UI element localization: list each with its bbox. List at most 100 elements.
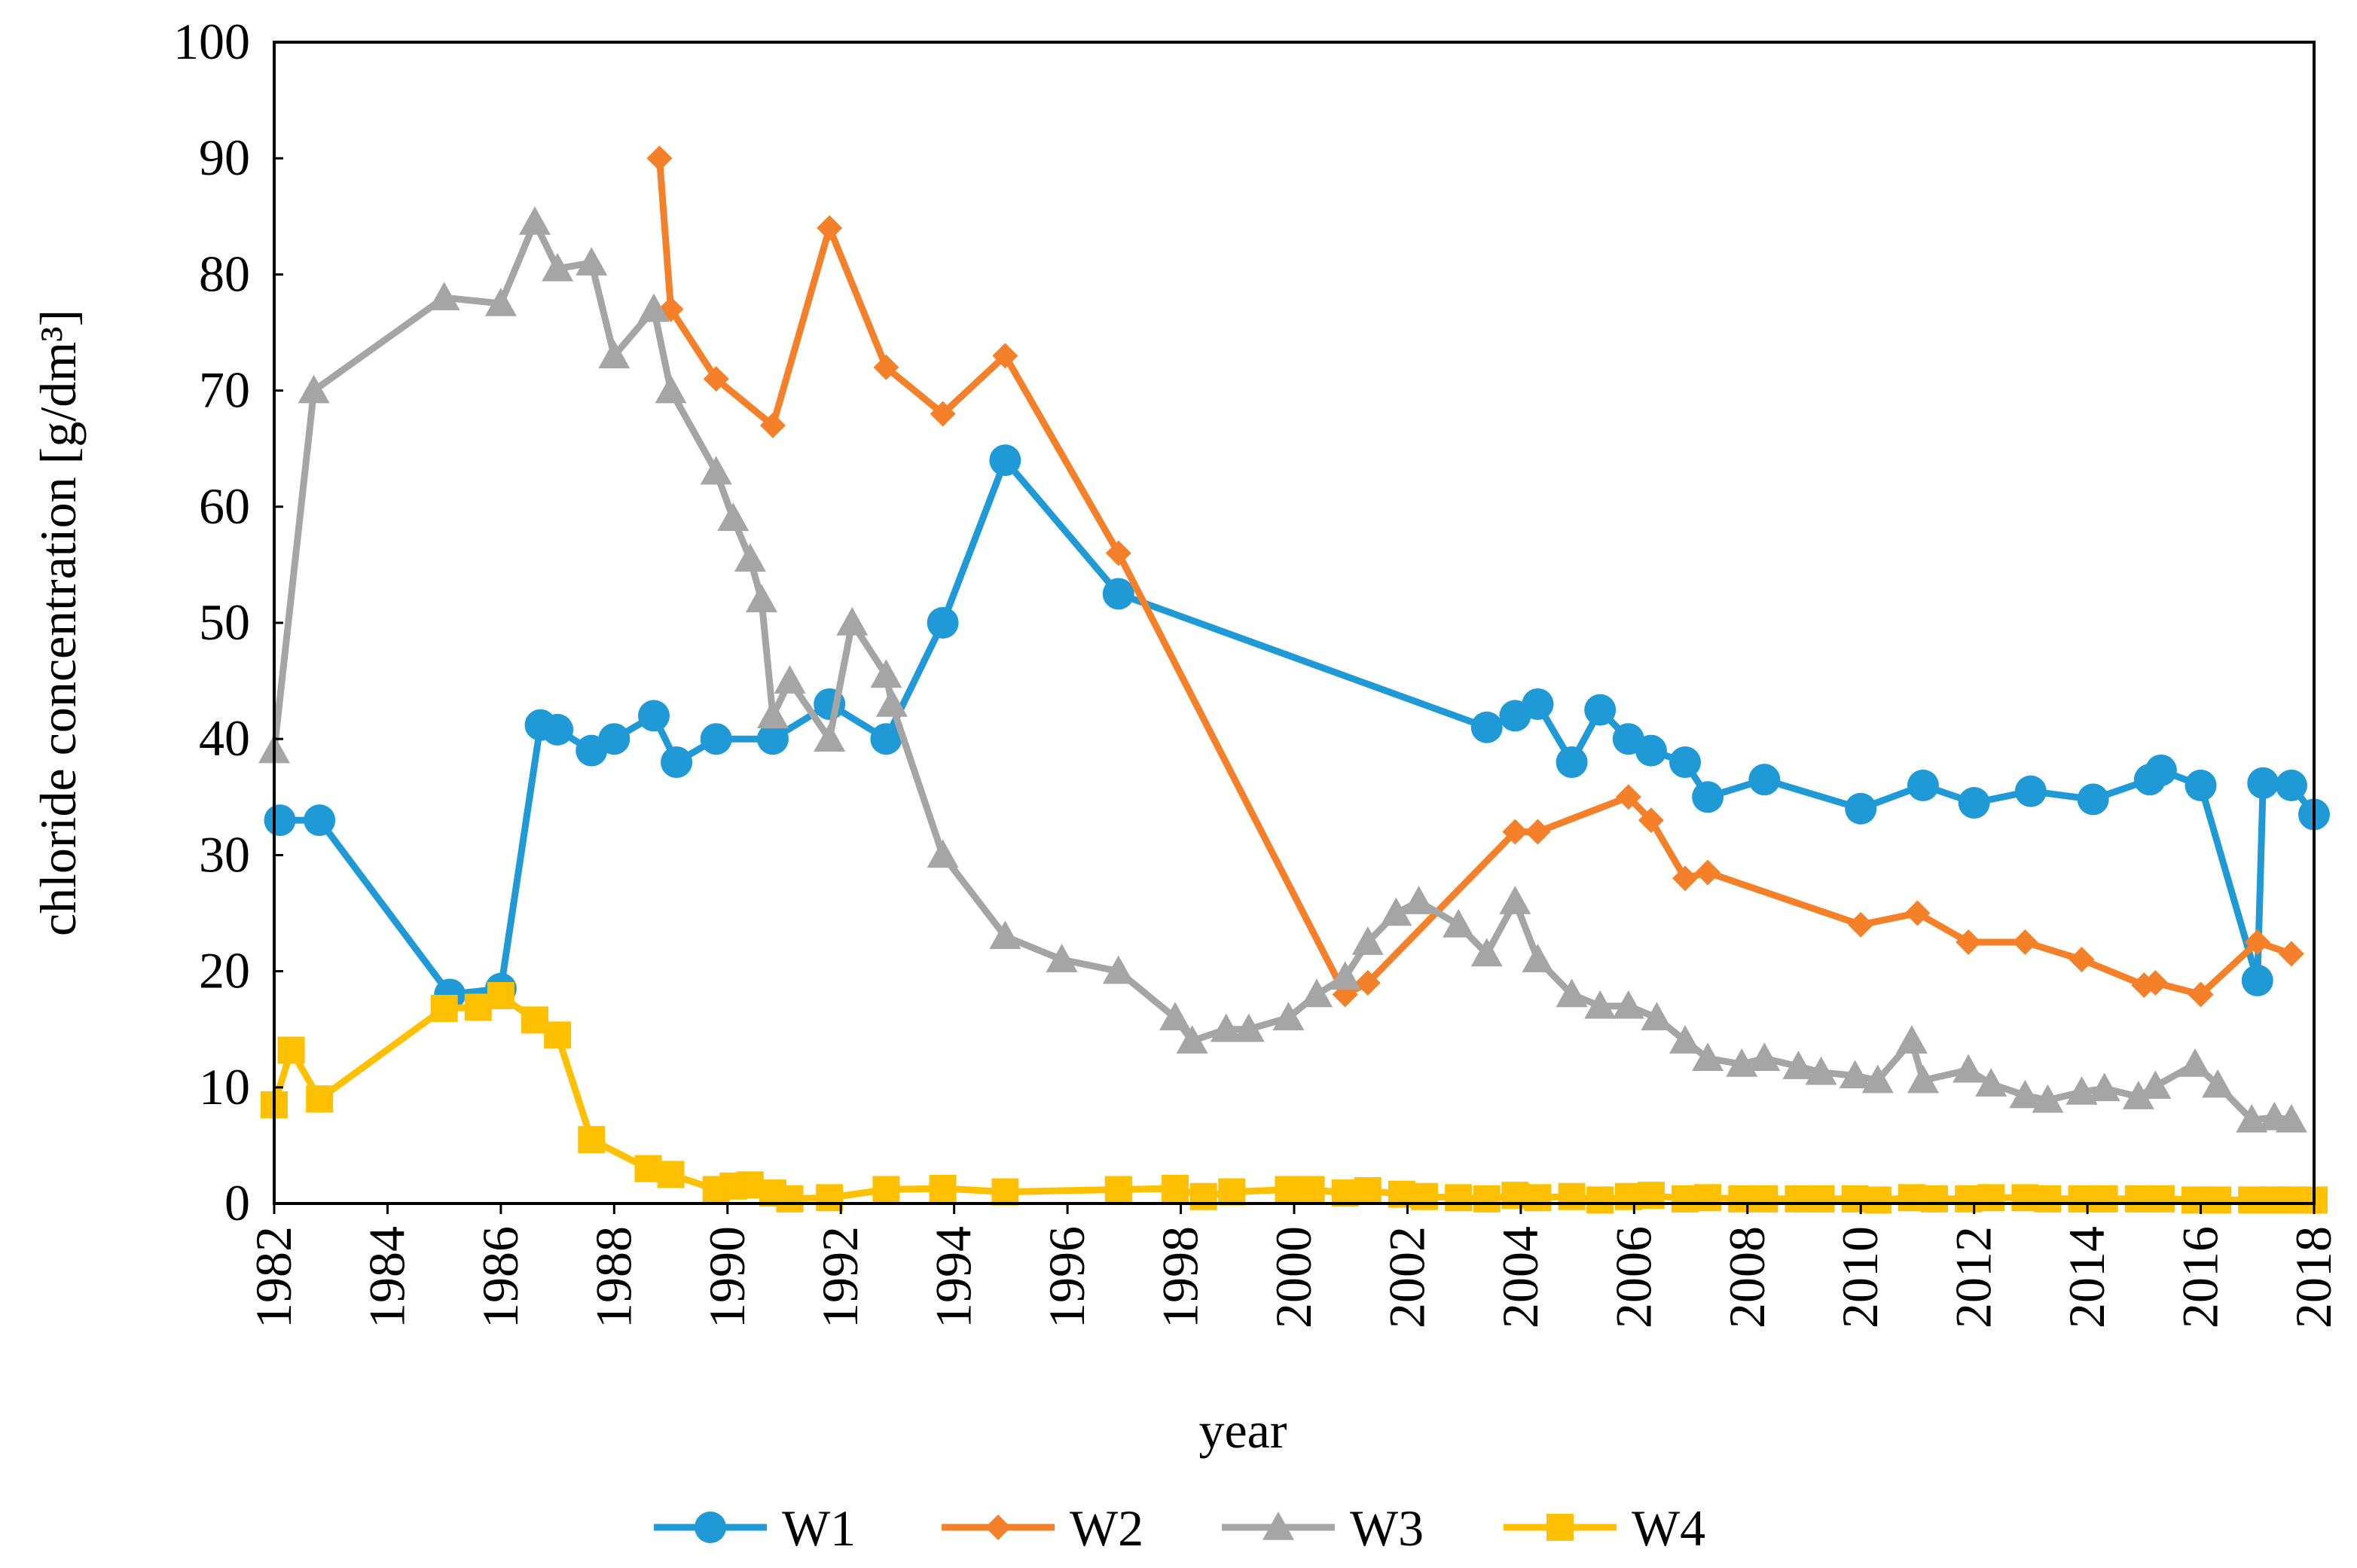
- x-axis-title: year: [1198, 1402, 1287, 1459]
- data-point-w4: [1977, 1184, 2005, 1212]
- data-point-w2: [1615, 784, 1641, 810]
- data-point-w1: [661, 746, 693, 779]
- data-point-w1: [542, 713, 574, 746]
- data-point-w3: [814, 723, 846, 752]
- y-tick-label: 10: [199, 1058, 250, 1115]
- data-point-w3: [1470, 938, 1503, 967]
- data-point-w3: [2275, 1103, 2307, 1133]
- data-point-w4: [521, 1006, 549, 1034]
- data-point-w1: [1907, 769, 1939, 801]
- x-tick-label: 2002: [1378, 1226, 1435, 1329]
- data-point-w3: [1272, 1002, 1305, 1031]
- data-point-w1: [598, 723, 630, 755]
- data-point-w2: [2068, 947, 2095, 973]
- data-point-w4: [1354, 1177, 1382, 1205]
- data-point-w2: [1638, 807, 1664, 834]
- data-point-w3: [1861, 1064, 1894, 1094]
- data-point-w4: [2181, 1186, 2209, 1214]
- data-point-w3: [2179, 1048, 2212, 1077]
- data-point-w4: [1785, 1185, 1812, 1213]
- data-point-w3: [519, 206, 551, 235]
- data-point-w3: [2139, 1070, 2172, 1100]
- data-point-w3: [1612, 990, 1644, 1019]
- data-point-w3: [1176, 1025, 1208, 1054]
- data-point-w2: [2244, 929, 2270, 956]
- data-point-w3: [637, 293, 670, 322]
- legend: W1 W2 W3 W4: [654, 1499, 1705, 1557]
- data-point-w4: [2277, 1186, 2305, 1214]
- x-tick-label: 1984: [358, 1226, 415, 1329]
- data-point-w3: [1443, 908, 1475, 938]
- data-point-w3: [927, 839, 959, 868]
- legend-label: W4: [1632, 1499, 1705, 1557]
- data-point-w2: [1105, 540, 1131, 566]
- y-axis-title: chloride concentration [g/dm³]: [29, 310, 87, 936]
- x-tick-label: 2010: [1831, 1226, 1888, 1329]
- data-point-w3: [2236, 1103, 2268, 1133]
- data-point-w4: [1558, 1182, 1586, 1210]
- y-tick-label: 90: [199, 129, 250, 186]
- data-point-w4: [657, 1161, 685, 1188]
- legend-item-w1: W1: [654, 1499, 856, 1557]
- data-point-w1: [2014, 775, 2047, 807]
- data-point-w3: [2202, 1069, 2234, 1098]
- data-point-w4: [1445, 1184, 1473, 1212]
- data-point-w1: [927, 607, 959, 639]
- data-point-w3: [1499, 886, 1531, 914]
- data-point-w4: [1586, 1186, 1614, 1214]
- data-point-w4: [1898, 1184, 1925, 1212]
- x-tick-label: 2012: [1945, 1226, 2002, 1329]
- data-point-w2: [1848, 911, 1874, 938]
- series-w1: [264, 444, 2330, 1011]
- data-point-w2: [1695, 859, 1721, 886]
- series-w4: [261, 981, 2328, 1214]
- data-point-w4: [2238, 1186, 2266, 1214]
- legend-marker-w1: [695, 1512, 726, 1543]
- data-point-w3: [756, 700, 789, 729]
- data-point-w1: [1584, 694, 1617, 726]
- data-point-w4: [2090, 1185, 2118, 1213]
- data-point-w4: [1104, 1176, 1132, 1203]
- data-point-w1: [1522, 688, 1554, 720]
- y-tick-label: 70: [199, 361, 250, 419]
- data-point-w2: [873, 354, 899, 380]
- y-tick-label: 30: [199, 825, 250, 883]
- x-tick-label: 1992: [811, 1226, 869, 1329]
- data-point-w3: [1782, 1051, 1815, 1079]
- data-point-w4: [464, 993, 492, 1021]
- data-point-w4: [578, 1126, 606, 1154]
- data-point-w3: [989, 920, 1021, 950]
- data-point-w3: [1301, 978, 1333, 1008]
- data-point-w3: [1403, 886, 1435, 914]
- series-w3: [258, 206, 2307, 1133]
- data-point-w3: [2065, 1075, 2098, 1105]
- data-point-w3: [1692, 1042, 1724, 1072]
- data-point-w2: [1525, 819, 1551, 845]
- data-point-w3: [1748, 1042, 1781, 1072]
- data-point-w2: [1956, 929, 1982, 956]
- data-point-w1: [756, 723, 789, 755]
- data-point-w4: [1751, 1185, 1778, 1213]
- data-point-w3: [576, 246, 608, 276]
- x-tick-label: 1982: [245, 1226, 302, 1329]
- data-point-w1: [989, 444, 1021, 477]
- data-point-w4: [1841, 1185, 1869, 1213]
- x-tick-label: 2014: [2058, 1226, 2115, 1329]
- data-point-w4: [306, 1085, 334, 1113]
- data-point-w1: [1556, 746, 1588, 779]
- x-tick-label: 2016: [2172, 1226, 2229, 1329]
- data-point-w3: [1351, 926, 1384, 955]
- data-point-w4: [1218, 1178, 1246, 1206]
- data-point-w4: [1297, 1176, 1325, 1203]
- data-point-w3: [836, 607, 869, 636]
- x-tick-label: 1998: [1152, 1226, 1209, 1329]
- data-point-w1: [1635, 734, 1667, 767]
- data-point-w4: [2011, 1184, 2039, 1212]
- data-point-w4: [2068, 1185, 2096, 1213]
- y-tick-label: 40: [199, 709, 250, 767]
- data-point-w4: [1473, 1185, 1501, 1213]
- data-point-w2: [2012, 929, 2038, 956]
- data-point-w3: [1641, 1002, 1673, 1031]
- data-point-w3: [1975, 1068, 2007, 1097]
